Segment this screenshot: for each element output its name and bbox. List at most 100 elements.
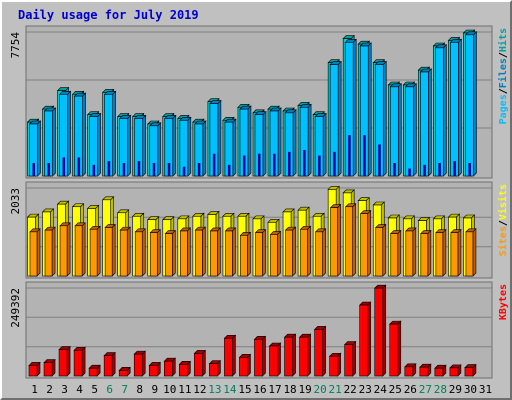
- bar-sites: [194, 226, 207, 277]
- legend-entry: Visits: [497, 184, 509, 220]
- legend-requests: Pages/Files/Hits: [497, 28, 509, 124]
- bar-pages: [107, 161, 111, 176]
- bar-kbytes: [148, 361, 161, 377]
- y-max-label: 249392: [9, 288, 22, 328]
- day-label: 15: [238, 383, 251, 396]
- bar-pages: [318, 155, 321, 176]
- bar-kbytes: [238, 353, 252, 377]
- bar-files: [134, 114, 147, 177]
- day-label: 26: [404, 383, 417, 396]
- bar-sites: [405, 227, 417, 277]
- bar-pages: [273, 153, 276, 176]
- bar-kbytes: [133, 350, 146, 377]
- bar-pages: [212, 153, 216, 176]
- day-label: 28: [434, 383, 447, 396]
- y-max-label: 7754: [9, 32, 22, 59]
- bar-kbytes: [43, 358, 56, 377]
- bar-sites: [344, 203, 357, 277]
- bar-kbytes: [28, 361, 41, 377]
- day-label: 5: [91, 383, 98, 396]
- day-label: 7: [121, 383, 128, 396]
- bar-pages: [167, 163, 171, 176]
- bar-files: [43, 107, 57, 177]
- bar-sites: [329, 203, 342, 277]
- day-label: 30: [464, 383, 477, 396]
- bar-pages: [408, 168, 411, 176]
- bar-kbytes: [223, 334, 237, 377]
- day-label: 12: [193, 383, 206, 396]
- bar-pages: [152, 163, 156, 176]
- bar-kbytes: [163, 357, 177, 377]
- bar-files: [118, 114, 132, 177]
- bar-kbytes: [283, 333, 297, 377]
- bar-files: [374, 60, 387, 177]
- bar-files: [58, 90, 72, 177]
- bar-kbytes: [208, 359, 222, 377]
- bar-sites: [74, 222, 86, 277]
- day-label: 2: [46, 383, 53, 396]
- bar-kbytes: [73, 346, 86, 377]
- bar-pages: [137, 161, 141, 176]
- day-label: 10: [163, 383, 176, 396]
- bar-files: [239, 105, 252, 177]
- day-label: 17: [268, 383, 281, 396]
- bar-files: [449, 38, 463, 177]
- bar-pages: [197, 163, 201, 176]
- day-label: 24: [374, 383, 388, 396]
- day-labels: 1 2 3 4 5 6 7 8 9 10 11 12 13 14 15 16 17 18 19 20 21 22 23 24 2…: [31, 383, 492, 396]
- bar-pages: [378, 144, 381, 176]
- bar-kbytes: [268, 342, 282, 377]
- bar-pages: [242, 155, 246, 176]
- day-label: 22: [344, 383, 357, 396]
- bar-pages: [32, 163, 35, 176]
- bar-sites: [149, 228, 161, 277]
- day-label: 14: [223, 383, 237, 396]
- bar-files: [194, 120, 207, 177]
- legend-kbytes: KBytes: [498, 284, 509, 320]
- bar-files: [419, 68, 433, 177]
- bar-sites: [254, 228, 267, 277]
- bar-sites: [239, 231, 252, 277]
- bar-sites: [284, 226, 297, 277]
- day-label: 16: [253, 383, 266, 396]
- day-label: 4: [76, 383, 83, 396]
- day-label: 21: [329, 383, 342, 396]
- bar-sites: [29, 228, 41, 277]
- bar-pages: [348, 135, 351, 176]
- bar-sites: [390, 229, 402, 277]
- bar-pages: [393, 163, 396, 176]
- day-label: 23: [359, 383, 372, 396]
- day-label: 8: [136, 383, 143, 396]
- bar-kbytes: [103, 351, 116, 377]
- day-label: 29: [449, 383, 462, 396]
- bar-pages: [468, 163, 471, 176]
- legend-entry: Pages: [498, 94, 509, 124]
- bar-files: [464, 31, 478, 177]
- bar-pages: [288, 151, 291, 176]
- day-label: 18: [283, 383, 296, 396]
- bar-sites: [359, 209, 372, 277]
- day-label: 13: [208, 383, 221, 396]
- legend-entry: Hits: [497, 28, 509, 52]
- chart-title: Daily usage for July 2019: [18, 8, 199, 22]
- day-label: 20: [314, 383, 327, 396]
- chart-panels: 7754Pages/Files/Hits2033Sites/Visits2493…: [9, 25, 509, 379]
- bar-pages: [47, 163, 51, 176]
- legend-entry: /: [498, 52, 509, 58]
- legend-entry: /: [498, 220, 509, 226]
- legend-entry: Files: [497, 58, 509, 88]
- bar-kbytes: [358, 301, 372, 377]
- bar-files: [254, 110, 267, 177]
- legend-entry: KBytes: [498, 284, 509, 320]
- bar-sites: [420, 229, 432, 277]
- y-max-label: 2033: [9, 188, 22, 215]
- day-label: 6: [106, 383, 113, 396]
- bar-files: [434, 44, 448, 177]
- bar-sites: [89, 225, 101, 277]
- bar-kbytes: [193, 349, 207, 377]
- bar-pages: [363, 135, 366, 176]
- bar-sites: [375, 223, 387, 277]
- bar-sites: [134, 228, 146, 277]
